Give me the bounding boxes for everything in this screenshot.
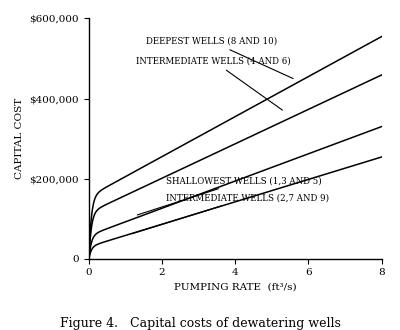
X-axis label: PUMPING RATE  (ft³/s): PUMPING RATE (ft³/s) [174, 283, 297, 292]
Y-axis label: CAPITAL COST: CAPITAL COST [15, 98, 24, 179]
Text: SHALLOWEST WELLS (1,3 AND 5): SHALLOWEST WELLS (1,3 AND 5) [137, 176, 322, 215]
Text: Figure 4.   Capital costs of dewatering wells: Figure 4. Capital costs of dewatering we… [60, 317, 340, 330]
Text: INTERMEDIATE WELLS (2,7 AND 9): INTERMEDIATE WELLS (2,7 AND 9) [132, 193, 329, 234]
Text: DEEPEST WELLS (8 AND 10): DEEPEST WELLS (8 AND 10) [146, 37, 293, 79]
Text: INTERMEDIATE WELLS (4 AND 6): INTERMEDIATE WELLS (4 AND 6) [136, 57, 291, 110]
